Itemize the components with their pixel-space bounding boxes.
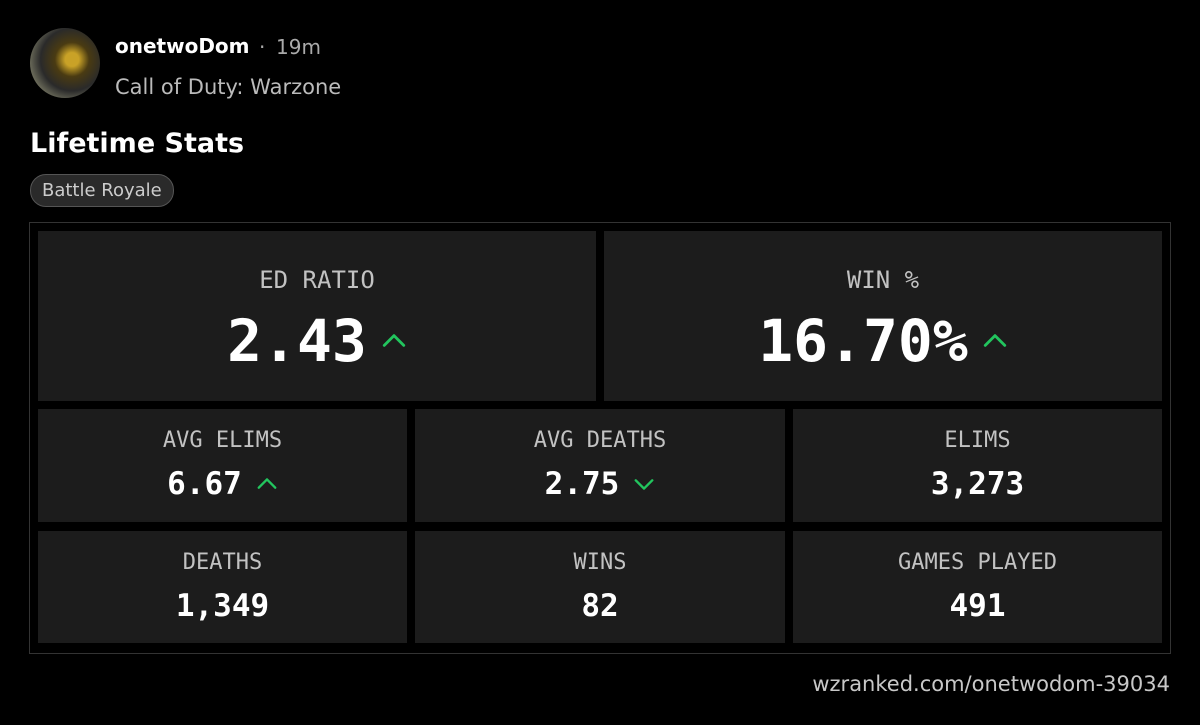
stat-value-row: 3,273 [793,463,1162,505]
stat-value-row: 16.70% [604,303,1162,379]
chevron [257,478,277,489]
trend-up-icon [983,334,1006,347]
source-link[interactable]: wzranked.com/onetwodom-39034 [812,672,1170,696]
game-name: Call of Duty: Warzone [115,75,342,99]
post-time: 19m [276,35,321,59]
stat-value-row: 82 [415,585,785,627]
stat-label: AVG ELIMS [162,428,283,453]
stat-tile: WIN % 16.70% [604,231,1162,401]
stat-value-row: 6.67 [38,463,407,505]
chevron [983,334,1006,347]
stat-tile: AVG DEATHS 2.75 [415,409,785,522]
chevron [382,334,406,347]
trend-down-icon [634,479,654,490]
separator: · [259,35,266,59]
stat-label: GAMES PLAYED [898,550,1057,575]
stat-value: 16.70% [758,307,968,375]
stat-label: ED RATIO [259,266,375,294]
mode-tag[interactable]: Battle Royale [30,174,174,207]
stat-value: 1,349 [175,588,270,624]
stat-value-row: 491 [793,585,1162,627]
stat-value: 2.75 [544,466,620,502]
chevron [634,479,654,490]
stat-value: 82 [581,588,619,624]
stat-tile: WINS 82 [415,531,785,643]
stat-label: WINS [573,550,627,575]
stat-value-row: 2.75 [415,463,785,505]
stats-panel [29,222,1171,654]
stat-value: 491 [949,588,1006,624]
trend-up-icon [382,334,406,347]
stat-tile: GAMES PLAYED 491 [793,531,1162,643]
stat-tile: DEATHS 1,349 [38,531,407,643]
stat-label: AVG DEATHS [533,428,667,453]
stat-value: 2.43 [227,307,367,375]
stat-value-row: 2.43 [38,303,596,379]
trend-up-icon [257,478,277,489]
stat-value: 6.67 [167,466,242,502]
stat-value-row: 1,349 [38,585,407,627]
title: Lifetime Stats [30,128,245,159]
avatar[interactable] [30,28,100,98]
stat-label: ELIMS [944,428,1011,453]
stat-label: WIN % [846,266,920,294]
stat-tile: ED RATIO 2.43 [38,231,596,401]
stat-label: DEATHS [182,550,263,575]
username[interactable]: onetwoDom [115,34,250,58]
stat-value: 3,273 [930,466,1025,502]
stat-tile: ELIMS 3,273 [793,409,1162,522]
stat-tile: AVG ELIMS 6.67 [38,409,407,522]
